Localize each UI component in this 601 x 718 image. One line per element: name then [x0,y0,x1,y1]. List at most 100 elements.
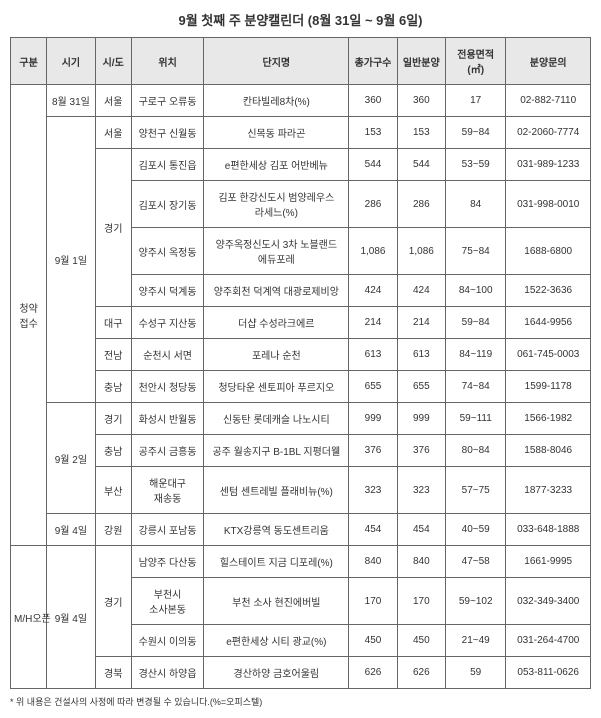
cell-loc: 김포시 장기동 [131,181,204,228]
cell-total: 840 [349,546,397,578]
cell-name: 신목동 파라곤 [204,117,349,149]
table-row: 9월 2일 경기 화성시 반월동 신동탄 롯데캐슬 나노시티 999 999 5… [11,403,591,435]
cell-tel: 02-882-7110 [506,85,591,117]
cell-tel: 1599-1178 [506,371,591,403]
cell-total: 360 [349,85,397,117]
cell-gen: 840 [397,546,445,578]
cell-name: 부천 소사 현진에버빌 [204,578,349,625]
cell-loc: 화성시 반월동 [131,403,204,435]
cell-area: 80~84 [445,435,505,467]
cell-total: 626 [349,657,397,689]
cell-name: 포레나 순천 [204,339,349,371]
th-total: 총가구수 [349,38,397,85]
cell-gen: 153 [397,117,445,149]
cell-tel: 033-648-1888 [506,514,591,546]
cell-tel: 031-998-0010 [506,181,591,228]
table-row: 경기 김포시 통진읍 e편한세상 김포 어반베뉴 544 544 53~59 0… [11,149,591,181]
cell-loc: 수원시 이의동 [131,625,204,657]
cell-total: 424 [349,275,397,307]
cell-gen: 626 [397,657,445,689]
cell-loc: 남양주 다산동 [131,546,204,578]
cell-area: 84~119 [445,339,505,371]
cell-tel: 031-989-1233 [506,149,591,181]
table-row: 경북 경산시 하양읍 경산하양 금호어울림 626 626 59 053-811… [11,657,591,689]
th-gubun: 구분 [11,38,47,85]
table-row: 청약 접수 8월 31일 서울 구로구 오류동 칸타빌레8차(%) 360 36… [11,85,591,117]
cell-name: 양주회천 덕계역 대광로제비앙 [204,275,349,307]
th-area: 전용면적(㎡) [445,38,505,85]
cell-gen: 424 [397,275,445,307]
table-row: M/H오픈 9월 4일 경기 남양주 다산동 힐스테이트 지금 디포레(%) 8… [11,546,591,578]
cell-area: 75~84 [445,228,505,275]
cell-tel: 1644-9956 [506,307,591,339]
cell-loc: 강릉시 포남동 [131,514,204,546]
cell-tel: 02-2060-7774 [506,117,591,149]
cell-tel: 061-745-0003 [506,339,591,371]
cell-tel: 031-264-4700 [506,625,591,657]
cell-name: 김포 한강신도시 범양레우스 라세느(%) [204,181,349,228]
cell-gen: 286 [397,181,445,228]
cell-sigi: 9월 4일 [47,546,95,689]
cell-area: 59~102 [445,578,505,625]
cell-sigi: 8월 31일 [47,85,95,117]
cell-sigi: 9월 4일 [47,514,95,546]
cell-total: 613 [349,339,397,371]
cell-area: 17 [445,85,505,117]
cell-name: 센텀 센트레빌 플래비뉴(%) [204,467,349,514]
cell-name: 공주 월송지구 B-1BL 지평더웰 [204,435,349,467]
cell-gen: 214 [397,307,445,339]
cell-loc: 양천구 신월동 [131,117,204,149]
cell-loc: 양주시 덕계동 [131,275,204,307]
cell-gen: 360 [397,85,445,117]
cell-gen: 999 [397,403,445,435]
cell-area: 21~49 [445,625,505,657]
cell-tel: 1877-3233 [506,467,591,514]
cell-area: 59~84 [445,117,505,149]
cell-tel: 032-349-3400 [506,578,591,625]
cell-total: 153 [349,117,397,149]
cell-area: 40~59 [445,514,505,546]
cell-total: 214 [349,307,397,339]
th-sido: 시/도 [95,38,131,85]
cell-name: KTX강릉역 동도센트리움 [204,514,349,546]
table-row: 충남 천안시 청당동 청당타운 센토피아 푸르지오 655 655 74~84 … [11,371,591,403]
cell-total: 376 [349,435,397,467]
cell-area: 59~111 [445,403,505,435]
cell-loc: 공주시 금흥동 [131,435,204,467]
cell-total: 454 [349,514,397,546]
cell-area: 59~84 [445,307,505,339]
table-row: 9월 4일 강원 강릉시 포남동 KTX강릉역 동도센트리움 454 454 4… [11,514,591,546]
cell-loc: 순천시 서면 [131,339,204,371]
cell-gen: 1,086 [397,228,445,275]
cell-loc: 구로구 오류동 [131,85,204,117]
cell-total: 1,086 [349,228,397,275]
cell-loc: 수성구 지산동 [131,307,204,339]
th-name: 단지명 [204,38,349,85]
cell-sido: 서울 [95,85,131,117]
cell-sido: 충남 [95,371,131,403]
page-title: 9월 첫째 주 분양캘린더 (8월 31일 ~ 9월 6일) [10,10,591,29]
cell-name: 힐스테이트 지금 디포레(%) [204,546,349,578]
cell-loc: 천안시 청당동 [131,371,204,403]
cell-total: 544 [349,149,397,181]
cell-area: 57~75 [445,467,505,514]
table-row: 부산 해운대구 재송동 센텀 센트레빌 플래비뉴(%) 323 323 57~7… [11,467,591,514]
cell-name: 경산하양 금호어울림 [204,657,349,689]
cell-sido: 경기 [95,149,131,307]
cell-area: 74~84 [445,371,505,403]
cell-name: e편한세상 시티 광교(%) [204,625,349,657]
cell-area: 59 [445,657,505,689]
header-row: 구분 시기 시/도 위치 단지명 총가구수 일반분양 전용면적(㎡) 분양문의 [11,38,591,85]
cell-gen: 454 [397,514,445,546]
cell-total: 170 [349,578,397,625]
th-contact: 분양문의 [506,38,591,85]
cell-gen: 376 [397,435,445,467]
cell-gen: 613 [397,339,445,371]
cell-name: 청당타운 센토피아 푸르지오 [204,371,349,403]
cell-gen: 450 [397,625,445,657]
cell-sido: 서울 [95,117,131,149]
cell-total: 286 [349,181,397,228]
cell-sido: 경기 [95,403,131,435]
table-row: 9월 1일 서울 양천구 신월동 신목동 파라곤 153 153 59~84 0… [11,117,591,149]
cell-sido: 대구 [95,307,131,339]
